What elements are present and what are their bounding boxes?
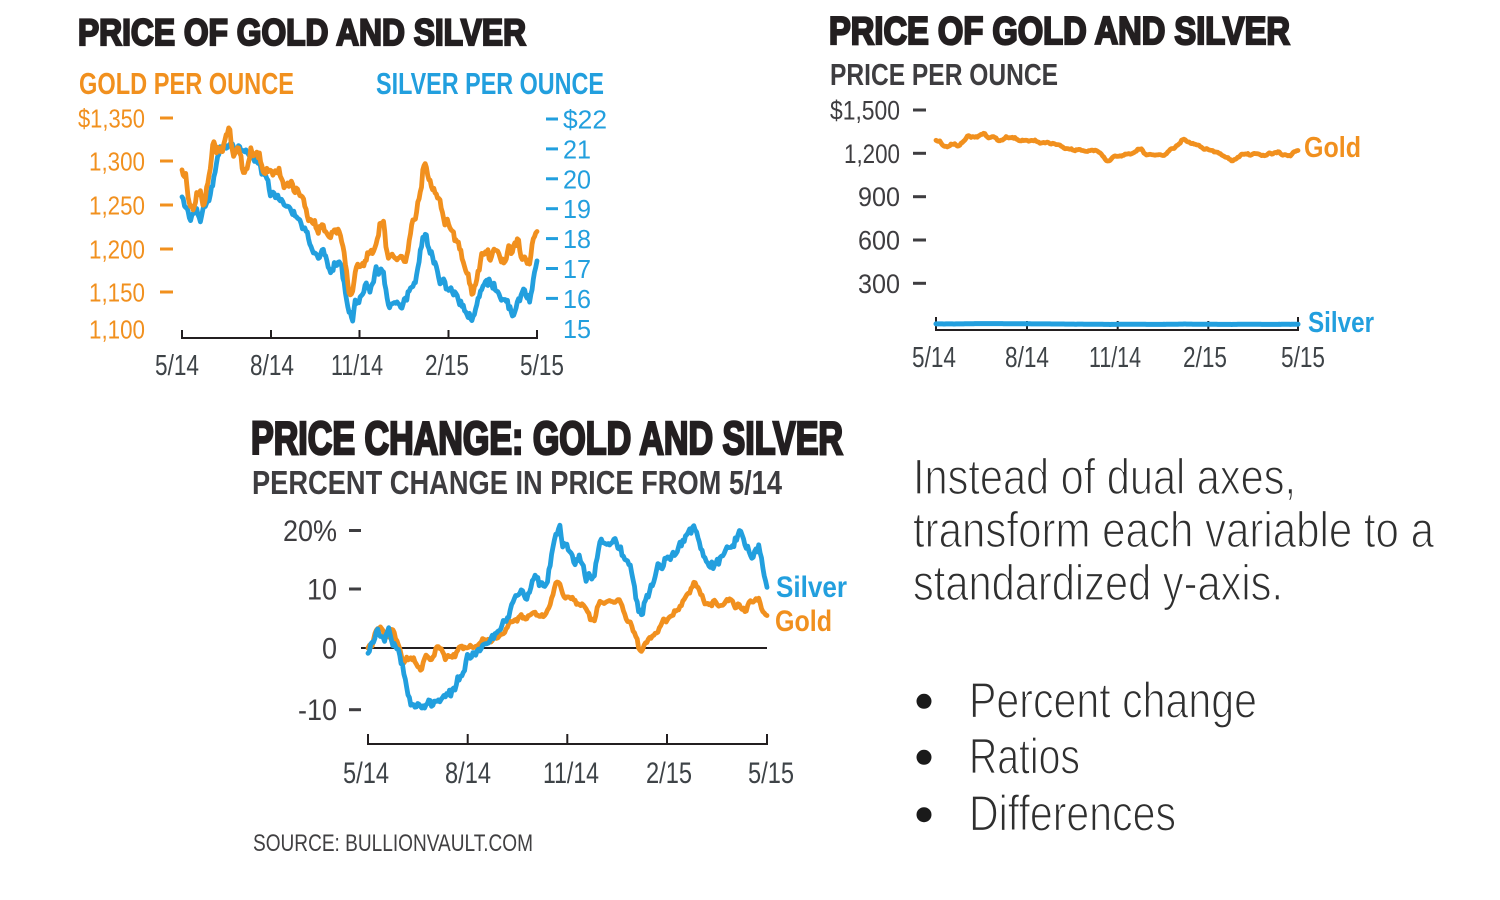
svg-text:8/14: 8/14 [445, 757, 491, 790]
svg-text:21: 21 [563, 134, 591, 164]
svg-text:1,250: 1,250 [89, 191, 145, 221]
svg-text:11/14: 11/14 [1089, 342, 1141, 374]
svg-text:8/14: 8/14 [1005, 342, 1049, 374]
svg-text:18: 18 [563, 224, 591, 254]
svg-text:1,200: 1,200 [89, 235, 145, 265]
svg-text:Gold: Gold [1304, 132, 1361, 164]
svg-text:PERCENT CHANGE IN PRICE FROM 5: PERCENT CHANGE IN PRICE FROM 5/14 [252, 464, 783, 501]
svg-text:1,300: 1,300 [89, 147, 145, 177]
svg-text:2/15: 2/15 [646, 757, 692, 790]
svg-text:$22: $22 [563, 105, 607, 135]
svg-text:PRICE CHANGE: GOLD AND SILVER: PRICE CHANGE: GOLD AND SILVER [251, 412, 843, 464]
svg-text:PRICE PER OUNCE: PRICE PER OUNCE [830, 57, 1058, 92]
svg-text:Differences: Differences [969, 786, 1176, 842]
svg-text:300: 300 [858, 269, 900, 299]
svg-text:19: 19 [563, 194, 591, 224]
svg-text:11/14: 11/14 [331, 350, 383, 382]
svg-text:11/14: 11/14 [543, 757, 599, 790]
svg-text:20%: 20% [283, 515, 337, 548]
svg-text:16: 16 [563, 284, 591, 314]
svg-text:Silver: Silver [1308, 307, 1374, 339]
svg-text:1,150: 1,150 [89, 278, 145, 308]
svg-text:8/14: 8/14 [250, 350, 294, 382]
svg-text:0: 0 [322, 633, 337, 666]
svg-text:2/15: 2/15 [425, 350, 469, 382]
svg-text:5/15: 5/15 [520, 350, 564, 382]
svg-text:SILVER PER OUNCE: SILVER PER OUNCE [376, 66, 604, 101]
svg-text:Gold: Gold [775, 605, 832, 638]
svg-text:10: 10 [307, 574, 337, 607]
svg-text:15: 15 [563, 314, 591, 344]
svg-text:5/14: 5/14 [912, 342, 956, 374]
svg-text:$1,500: $1,500 [830, 96, 900, 126]
svg-text:Silver: Silver [776, 571, 847, 604]
svg-text:5/15: 5/15 [748, 757, 794, 790]
svg-text:5/14: 5/14 [343, 757, 389, 790]
svg-text:Percent change: Percent change [969, 672, 1257, 728]
svg-text:PRICE OF GOLD AND SILVER: PRICE OF GOLD AND SILVER [78, 12, 526, 53]
svg-text:2/15: 2/15 [1183, 342, 1227, 374]
svg-text:600: 600 [858, 226, 900, 256]
svg-text:Instead of dual axes,: Instead of dual axes, [913, 449, 1296, 505]
svg-text:-10: -10 [298, 694, 337, 727]
svg-text:17: 17 [563, 254, 591, 284]
svg-text:transform each variable to a: transform each variable to a [913, 502, 1434, 558]
svg-text:900: 900 [858, 182, 900, 212]
svg-text:PRICE OF GOLD AND SILVER: PRICE OF GOLD AND SILVER [829, 10, 1290, 53]
svg-text:5/14: 5/14 [155, 350, 199, 382]
svg-text:1,200: 1,200 [844, 139, 900, 169]
svg-text:SOURCE: BULLIONVAULT.COM: SOURCE: BULLIONVAULT.COM [253, 830, 533, 857]
svg-text:GOLD PER OUNCE: GOLD PER OUNCE [79, 66, 294, 101]
svg-text:1,100: 1,100 [89, 315, 145, 345]
svg-text:5/15: 5/15 [1281, 342, 1325, 374]
svg-text:Ratios: Ratios [969, 729, 1080, 785]
svg-text:standardized y-axis.: standardized y-axis. [913, 555, 1283, 611]
svg-text:20: 20 [563, 164, 591, 194]
svg-text:$1,350: $1,350 [78, 104, 145, 134]
